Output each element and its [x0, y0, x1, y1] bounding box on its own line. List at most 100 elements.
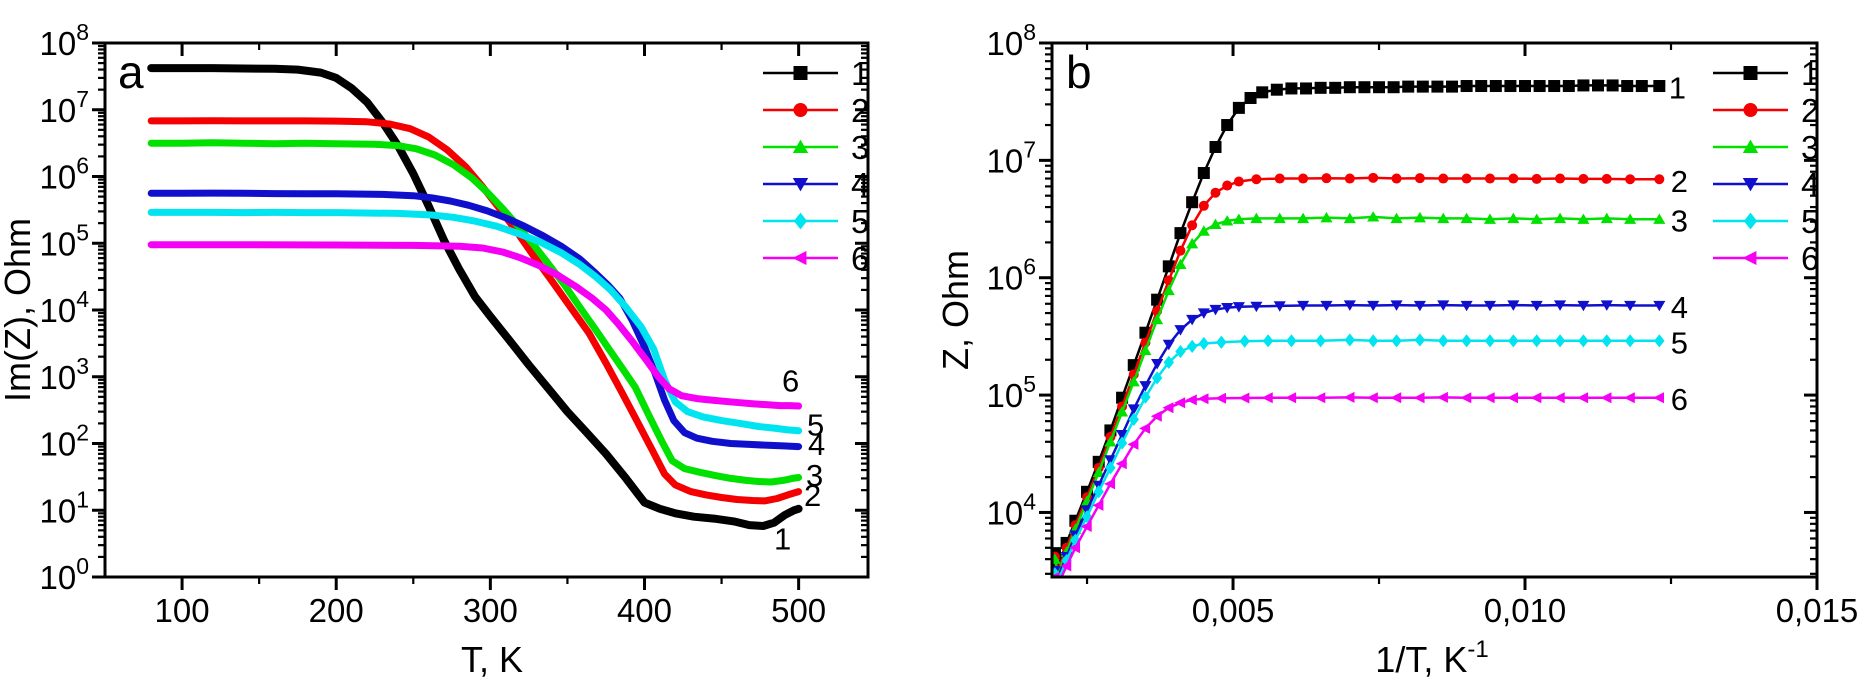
y-tick-label-a-1e4: 104: [39, 286, 89, 329]
curve-end-label-a-1: 1: [774, 521, 791, 556]
curve-end-label-a-5: 5: [807, 407, 824, 442]
legend-label: 6: [851, 240, 869, 277]
legend-label: 6: [1801, 240, 1819, 277]
legend-triangle-down-icon: [792, 178, 809, 192]
legend-label: 2: [851, 92, 869, 129]
legend-circle-icon: [793, 103, 808, 117]
curves-b: [1052, 79, 1666, 577]
legend-label: 4: [851, 166, 869, 203]
series-3-markers-b: [1052, 211, 1666, 577]
y-axis-title-b: Z, Ohm: [935, 250, 976, 370]
curve-end-label-a-6: 6: [782, 363, 799, 398]
y-tick-label-a-1e3: 103: [39, 353, 89, 396]
series-2-curve-a: [147, 117, 803, 505]
legend-label: 2: [1801, 92, 1819, 129]
ticks-a: [92, 41, 868, 590]
y-tick-label-a-1e5: 105: [39, 219, 89, 262]
y-tick-label-a-1e8: 108: [39, 19, 89, 62]
ticks-b: [1039, 41, 1819, 590]
y-tick-label-b-1e5: 105: [986, 371, 1036, 414]
legend-label: 1: [851, 55, 869, 92]
y-tick-label-a-1e0: 100: [39, 553, 89, 596]
legend-triangle-up-icon: [1742, 139, 1759, 153]
legend-item-b-2: 2: [1713, 92, 1819, 129]
legend-item-b-1: 1: [1713, 55, 1819, 92]
series-2-curve-b: [1053, 176, 1661, 572]
series-3-curve-a: [147, 139, 803, 486]
series-1-curve-b: [1053, 84, 1661, 569]
panel-b: 0,005 0,010 0,015 104 105 106 107 108 1/T, K-1 Z,…: [935, 19, 1858, 680]
curve-end-label-b-1: 1: [1669, 71, 1686, 106]
curve-end-label-a-2: 2: [804, 478, 821, 513]
legend-circle-icon: [1743, 103, 1758, 117]
curve-end-label-b-3: 3: [1671, 204, 1688, 239]
legend-item-b-6: 6: [1713, 240, 1819, 277]
x-tick-label-a-4: 500: [771, 592, 826, 629]
legend-label: 1: [1801, 55, 1819, 92]
series-5-curve-a: [147, 208, 803, 435]
x-axis-title-a: T, K: [461, 639, 523, 680]
y-axis-title-a: Im(Z), Ohm: [0, 218, 38, 402]
legend-triangle-left-icon: [1742, 251, 1757, 265]
curve-end-label-b-6: 6: [1671, 382, 1688, 417]
x-axis-title-b: 1/T, K-1: [1375, 636, 1488, 680]
y-tick-label-a-1e7: 107: [39, 86, 89, 129]
panel-a: 100 200 300 400 500 100 101 102 103 104 105 106 107 1…: [0, 19, 870, 680]
legend-label: 3: [1801, 129, 1819, 166]
series-6-markers-b: [1052, 391, 1665, 577]
series-5-markers-b: [1052, 333, 1665, 577]
curve-end-label-b-4: 4: [1671, 290, 1688, 325]
legend-item-b-5: 5: [1713, 203, 1819, 240]
legend-label: 4: [1801, 166, 1819, 203]
legend-triangle-up-icon: [792, 139, 809, 153]
legend-item-b-3: 3: [1713, 129, 1819, 166]
legend-item-a-4: 4: [763, 166, 869, 203]
curves-a: [147, 64, 803, 530]
series-3-curve-b: [1053, 215, 1661, 576]
curve-end-label-b-2: 2: [1671, 164, 1688, 199]
legend-square-icon: [1743, 66, 1758, 80]
series-4-markers-b: [1052, 300, 1666, 577]
series-6-curve-b: [1053, 396, 1661, 577]
legend-diamond-icon: [793, 212, 808, 230]
y-tick-label-a-1e2: 102: [39, 420, 89, 463]
panel-letter-b: b: [1066, 46, 1092, 98]
y-tick-label-b-1e6: 106: [986, 254, 1036, 297]
series-6-curve-a: [147, 241, 803, 410]
y-tick-label-a-1e6: 106: [39, 153, 89, 196]
legend-label: 3: [851, 129, 869, 166]
series-1-markers-b: [1052, 79, 1666, 574]
legend-square-icon: [793, 66, 808, 80]
series-5-curve-b: [1053, 338, 1661, 577]
y-tick-label-b-1e4: 104: [986, 488, 1036, 531]
y-tick-label-a-1e1: 101: [39, 486, 89, 529]
series-1-curve-a: [147, 64, 803, 530]
legend-item-a-5: 5: [763, 203, 869, 240]
legend-item-a-3: 3: [763, 129, 869, 166]
legend-item-a-2: 2: [763, 92, 869, 129]
legend-triangle-left-icon: [792, 251, 807, 265]
x-tick-label-b-0: 0,005: [1192, 592, 1275, 629]
legend-label: 5: [851, 203, 869, 240]
y-tick-label-b-1e8: 108: [986, 19, 1036, 62]
series-2-markers-b: [1052, 172, 1665, 576]
legend-diamond-icon: [1743, 212, 1758, 230]
x-tick-label-b-1: 0,010: [1484, 592, 1567, 629]
legend-item-a-1: 1: [763, 55, 869, 92]
legend-label: 5: [1801, 203, 1819, 240]
series-4-curve-a: [147, 189, 803, 451]
axes-frame-b: [1050, 41, 1819, 579]
y-tick-label-b-1e7: 107: [986, 136, 1036, 179]
x-tick-label-a-0: 100: [155, 592, 210, 629]
legend-item-a-6: 6: [763, 240, 869, 277]
x-tick-label-a-1: 200: [309, 592, 364, 629]
curve-end-label-a-3: 3: [806, 458, 823, 493]
curve-end-label-b-5: 5: [1671, 325, 1688, 360]
x-tick-label-b-2: 0,015: [1776, 592, 1859, 629]
panel-letter-a: a: [118, 46, 144, 98]
curve-end-label-a-4: 4: [808, 427, 825, 462]
legend-triangle-down-icon: [1742, 178, 1759, 192]
